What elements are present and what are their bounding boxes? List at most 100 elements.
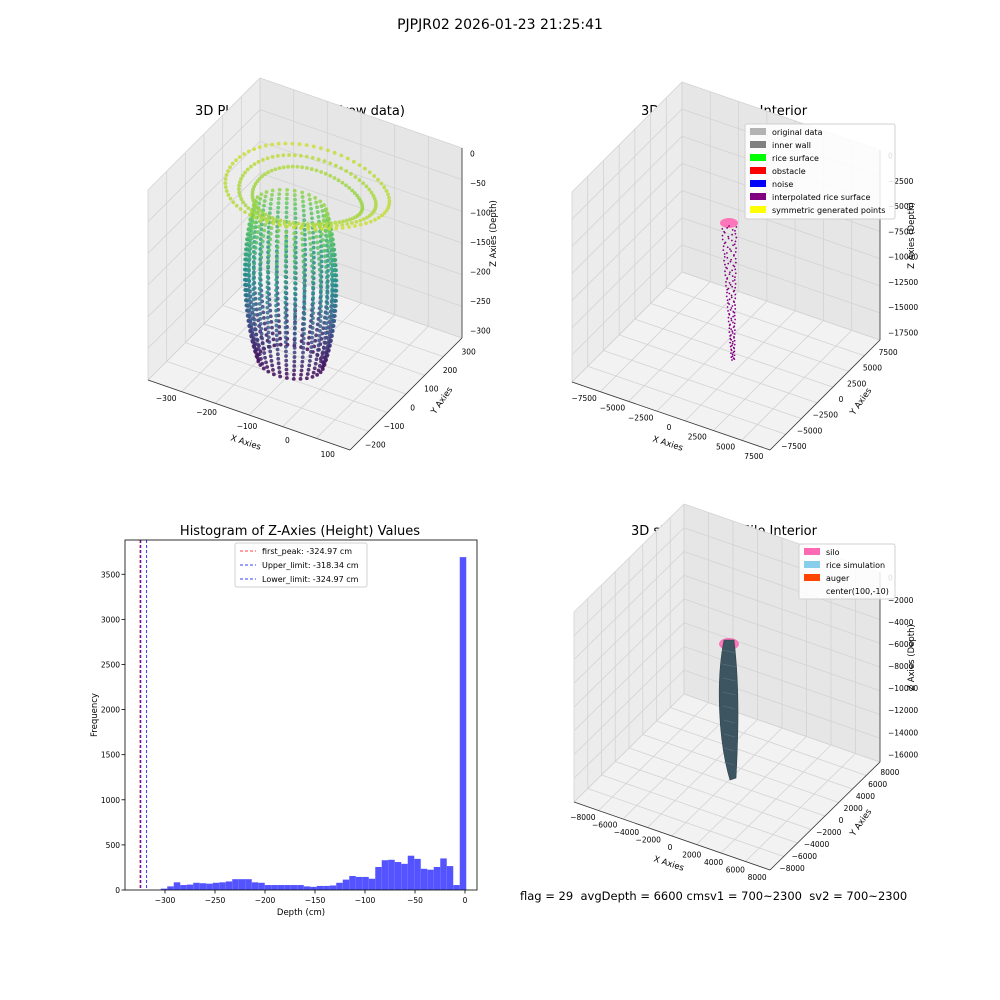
y-tick-label: −2500 bbox=[813, 411, 839, 420]
gridline bbox=[571, 108, 683, 220]
scatter-point bbox=[256, 159, 261, 164]
scatter-point bbox=[367, 213, 372, 218]
scatter-point bbox=[260, 157, 265, 162]
scatter-point bbox=[316, 343, 321, 348]
interpolated-point bbox=[731, 353, 734, 356]
histogram-bar bbox=[342, 879, 350, 890]
scatter-point bbox=[316, 251, 321, 256]
scatter-point bbox=[284, 230, 289, 235]
interpolated-point bbox=[731, 228, 734, 231]
interpolated-point bbox=[734, 286, 737, 289]
histogram-bar bbox=[381, 860, 389, 890]
scatter-point bbox=[265, 156, 270, 161]
scatter-point bbox=[319, 359, 323, 364]
scatter-point bbox=[284, 201, 289, 206]
x-tick-label: 7500 bbox=[744, 452, 763, 461]
gridline bbox=[573, 598, 685, 708]
scatter-point bbox=[284, 354, 288, 358]
interpolated-point bbox=[726, 256, 729, 259]
scatter-point bbox=[380, 213, 384, 218]
scatter-point bbox=[276, 141, 281, 146]
y-tick-label: −6000 bbox=[792, 852, 818, 861]
x-tick-label: 2500 bbox=[688, 433, 707, 442]
scatter-point bbox=[317, 257, 321, 261]
gridline bbox=[745, 753, 856, 862]
interpolated-point bbox=[732, 326, 735, 329]
scatter-point bbox=[249, 221, 254, 226]
y-tick-label: 1000 bbox=[101, 796, 120, 805]
scatter-point bbox=[293, 202, 298, 207]
interpolated-point bbox=[729, 308, 732, 311]
scatter-point bbox=[305, 372, 310, 376]
scatter-point bbox=[245, 247, 250, 251]
x-axis-label: X Axies bbox=[652, 854, 685, 873]
scatter-point bbox=[349, 172, 353, 176]
scatter-point bbox=[318, 273, 323, 277]
scatter-point bbox=[332, 176, 337, 180]
interpolated-point bbox=[721, 238, 724, 241]
scatter-point bbox=[337, 220, 342, 224]
scatter-point bbox=[226, 169, 230, 174]
scatter-point bbox=[330, 282, 335, 287]
scatter-point bbox=[300, 355, 305, 360]
scatter-point bbox=[329, 266, 334, 271]
scatter-point bbox=[309, 258, 314, 263]
z-tick-label: −2500 bbox=[888, 177, 914, 186]
x-tick-label: −300 bbox=[155, 896, 176, 905]
gridline bbox=[573, 527, 685, 637]
y-tick-label: 4000 bbox=[856, 792, 875, 801]
scatter-point bbox=[316, 348, 320, 352]
scatter-point bbox=[252, 162, 257, 167]
scatter-point bbox=[251, 302, 256, 307]
scatter-point bbox=[243, 267, 248, 272]
interpolated-point bbox=[732, 351, 735, 354]
interpolated-point bbox=[733, 314, 736, 317]
scatter-point bbox=[365, 215, 369, 220]
scatter-point bbox=[297, 142, 302, 147]
scatter-point bbox=[313, 361, 318, 366]
scatter-point bbox=[257, 291, 262, 296]
gridline bbox=[683, 551, 881, 620]
scatter-point bbox=[240, 173, 245, 178]
interpolated-point bbox=[731, 342, 734, 345]
scatter-point bbox=[262, 351, 267, 355]
interpolated-point bbox=[734, 282, 737, 285]
interpolated-point bbox=[732, 290, 735, 293]
scatter-point bbox=[301, 259, 306, 264]
scatter-point bbox=[248, 318, 253, 322]
scatter-point bbox=[323, 331, 328, 335]
scatter-point bbox=[313, 227, 318, 231]
y-tick-label: −100 bbox=[384, 422, 405, 431]
scatter-point bbox=[247, 257, 252, 261]
scatter-point bbox=[332, 150, 337, 155]
scatter-point bbox=[333, 283, 338, 288]
scatter-point bbox=[251, 266, 256, 271]
scatter-point bbox=[318, 324, 323, 328]
status-avg-depth: avgDepth = 6600 cm bbox=[580, 889, 705, 903]
scatter-point bbox=[243, 277, 248, 282]
scatter-point bbox=[248, 212, 252, 217]
silo-top-marker bbox=[720, 218, 738, 228]
scatter-point bbox=[260, 336, 265, 341]
scatter-point bbox=[239, 176, 243, 181]
scatter-point bbox=[265, 219, 269, 224]
scatter-point bbox=[376, 177, 380, 182]
gridline bbox=[684, 310, 796, 422]
scatter-point bbox=[246, 282, 251, 287]
scatter-point bbox=[321, 345, 326, 350]
scatter-point bbox=[275, 352, 280, 357]
scatter-point bbox=[243, 282, 248, 287]
scatter-point bbox=[292, 153, 297, 158]
scatter-point bbox=[251, 287, 256, 292]
scatter-point bbox=[258, 208, 262, 213]
interpolated-point bbox=[730, 319, 733, 322]
interpolated-point bbox=[722, 249, 725, 252]
interpolated-point bbox=[734, 261, 737, 264]
scatter-point bbox=[268, 206, 273, 211]
scatter-point bbox=[260, 174, 264, 179]
scatter-point bbox=[382, 211, 387, 215]
scatter-point bbox=[290, 164, 295, 169]
scatter-point bbox=[300, 231, 304, 236]
scatter-point bbox=[327, 250, 332, 255]
scatter-point bbox=[345, 156, 350, 161]
